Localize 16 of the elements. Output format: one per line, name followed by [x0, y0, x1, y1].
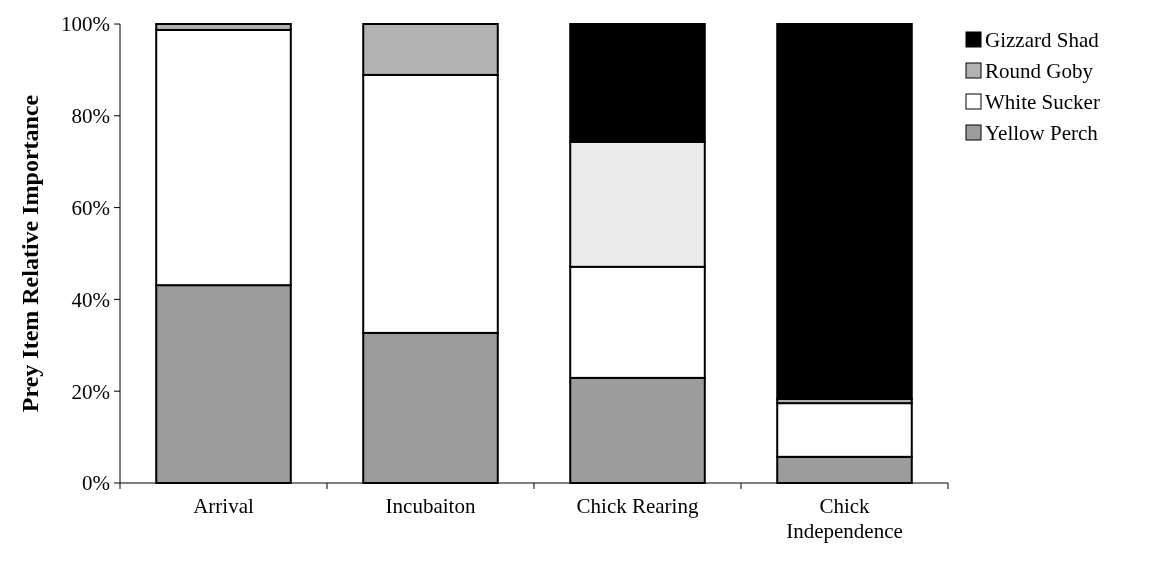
y-tick-label: 100%: [61, 12, 110, 37]
y-tick-label: 40%: [71, 287, 110, 312]
x-tick-label: Incubaiton: [385, 494, 476, 518]
y-tick-label: 80%: [71, 104, 110, 129]
legend-label: Round Goby: [985, 59, 1094, 84]
y-tick-label: 60%: [71, 195, 110, 220]
x-tick-label: Chick Rearing: [576, 494, 699, 518]
legend-label: White Sucker: [985, 90, 1100, 115]
x-tick-label: Arrival: [193, 494, 254, 518]
y-tick-label: 0%: [82, 471, 110, 496]
legend-label: Yellow Perch: [985, 121, 1099, 146]
legend-label: Gizzard Shad: [985, 28, 1100, 53]
x-tick-label: Chick Independence: [786, 494, 903, 543]
y-tick-label: 20%: [71, 379, 110, 404]
y-axis-title: Prey Item Relative Importance: [17, 94, 43, 413]
bar: [776, 23, 913, 400]
